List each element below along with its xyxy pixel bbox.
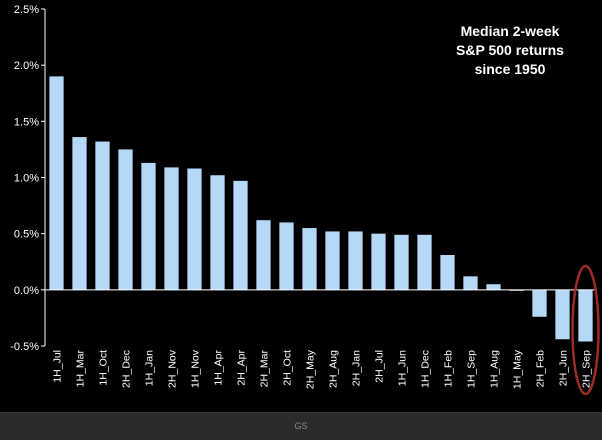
- bar-1h-dec: [417, 234, 432, 290]
- y-tick-label: -0.5%: [10, 341, 39, 353]
- x-tick-label: 2H_Jun: [558, 350, 570, 386]
- bar-2h-dec: [118, 149, 133, 290]
- bar-1h-jul: [49, 76, 64, 290]
- x-tick-label: 2H_Aug: [328, 350, 340, 388]
- bar-2h-jul: [371, 233, 386, 290]
- chart-title-line: Median 2-week: [461, 23, 560, 39]
- source-label: GS: [294, 421, 308, 431]
- x-tick-label: 1H_Nov: [190, 349, 202, 388]
- bar-1h-jun: [394, 234, 409, 290]
- bar-1h-sep: [463, 276, 478, 290]
- bar-1h-nov: [187, 168, 202, 290]
- x-tick-label: 1H_Apr: [213, 350, 225, 386]
- bar-1h-oct: [95, 141, 110, 290]
- x-tick-label: 1H_May: [512, 349, 524, 389]
- x-tick-label: 1H_Sep: [466, 350, 478, 388]
- bar-2h-may: [302, 228, 317, 290]
- x-tick-label: 2H_Sep: [581, 350, 593, 388]
- x-tick-label: 1H_Jul: [52, 350, 64, 383]
- bar-2h-jun: [555, 289, 570, 340]
- bar-2h-jan: [348, 231, 363, 290]
- x-tick-label: 2H_Jul: [374, 350, 386, 383]
- bar-2h-sep: [578, 289, 593, 342]
- source-footer: GS: [0, 412, 602, 440]
- chart-title-line: S&P 500 returns: [456, 42, 564, 58]
- bar-2h-mar: [256, 220, 271, 290]
- bar-chart-svg: -0.5% 0.0% 0.5% 1.0% 1.5% 2.0% 2.5% 1H_Jul 1H_Ma…: [10, 4, 600, 396]
- bar-1h-feb: [440, 255, 455, 290]
- x-tick-label: 1H_Mar: [75, 350, 87, 388]
- bar-1h-mar: [72, 137, 87, 290]
- x-tick-label: 2H_Feb: [535, 350, 547, 388]
- y-tick-label: 0.0%: [14, 285, 39, 297]
- bar-2h-aug: [325, 231, 340, 290]
- chart-title: Median 2-week S&P 500 returns since 1950: [456, 23, 564, 77]
- x-tick-label: 1H_Jan: [144, 350, 156, 386]
- axis-layer: [41, 8, 597, 347]
- bar-1h-jan: [141, 162, 156, 290]
- x-tick-label: 2H_Jan: [351, 350, 363, 386]
- labels-layer: -0.5% 0.0% 0.5% 1.0% 1.5% 2.0% 2.5% 1H_Jul 1H_Ma…: [10, 4, 592, 389]
- y-tick-label: 2.5%: [14, 4, 39, 16]
- chart: -0.5% 0.0% 0.5% 1.0% 1.5% 2.0% 2.5% 1H_Jul 1H_Ma…: [10, 4, 600, 396]
- bar-1h-apr: [210, 175, 225, 290]
- x-tick-label: 1H_Oct: [98, 350, 110, 386]
- x-tick-label: 1H_Jun: [397, 350, 409, 386]
- x-tick-label: 2H_Mar: [259, 350, 271, 388]
- x-tick-label: 1H_Dec: [420, 350, 432, 388]
- chart-title-line: since 1950: [475, 61, 546, 77]
- y-tick-label: 0.5%: [14, 229, 39, 241]
- x-tick-label: 2H_Oct: [282, 350, 294, 386]
- x-tick-label: 1H_Feb: [443, 350, 455, 388]
- bar-2h-apr: [233, 180, 248, 290]
- x-tick-label: 1H_Aug: [489, 350, 501, 388]
- y-tick-label: 1.0%: [14, 173, 39, 185]
- x-tick-label: 2H_May: [305, 349, 317, 389]
- bar-2h-nov: [164, 167, 179, 290]
- x-tick-label: 2H_Apr: [236, 350, 248, 386]
- bar-1h-aug: [486, 284, 501, 290]
- highlight-ring: [571, 264, 600, 396]
- x-tick-label: 2H_Dec: [121, 350, 133, 388]
- bar-2h-oct: [279, 222, 294, 290]
- x-tick-label: 2H_Nov: [167, 349, 179, 388]
- y-tick-label: 2.0%: [14, 60, 39, 72]
- highlight-layer: [571, 264, 600, 396]
- y-tick-label: 1.5%: [14, 116, 39, 128]
- bars-layer: [49, 76, 593, 342]
- bar-2h-feb: [532, 289, 547, 317]
